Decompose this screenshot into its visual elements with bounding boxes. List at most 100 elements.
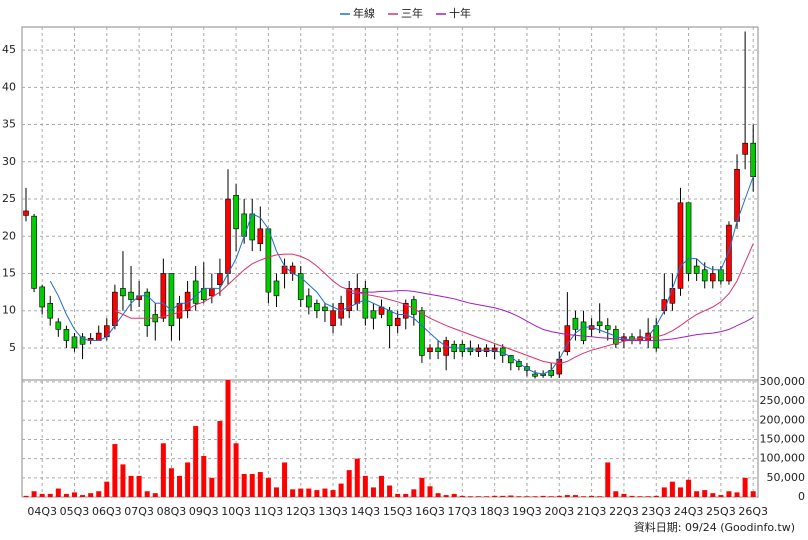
volume-bar [710, 493, 716, 497]
volume-bar [39, 493, 45, 497]
y-tick-label: 40 [2, 80, 16, 93]
y2-tick-label: 250,000 [760, 394, 806, 407]
x-tick-label: 18Q3 [480, 505, 510, 518]
volume-bar [613, 491, 619, 497]
volume-bar [621, 493, 627, 497]
x-tick-label: 26Q3 [738, 505, 768, 518]
candle-body [71, 336, 78, 349]
volume-bar [637, 496, 643, 497]
candle-body [742, 142, 748, 155]
x-tick-label: 22Q3 [609, 505, 639, 518]
volume-bar [686, 479, 692, 497]
volume-bar [217, 421, 223, 497]
x-tick-label: 24Q3 [674, 505, 704, 518]
footer: 資料日期: 09/24 (Goodinfo.tw) [634, 520, 795, 534]
volume-bar [605, 462, 611, 497]
x-tick-label: 11Q3 [254, 505, 284, 518]
candle-body [411, 299, 417, 315]
volume-bar [702, 490, 708, 497]
y2-tick-label: 150,000 [760, 432, 806, 445]
x-tick-label: 13Q3 [318, 505, 348, 518]
candle-body [273, 280, 280, 297]
volume-bar [419, 477, 425, 497]
volume-bar [677, 487, 683, 497]
x-tick-label: 20Q3 [544, 505, 574, 518]
candle-body [516, 361, 522, 367]
y-tick-label: 45 [2, 43, 16, 56]
candle-body [112, 291, 118, 326]
volume-bar [548, 496, 554, 497]
volume-bar [104, 481, 110, 497]
candle-body [718, 269, 724, 282]
candle-body [47, 302, 54, 319]
volume-bar [112, 444, 118, 497]
volume-bar [257, 472, 263, 497]
y2-tick-label: 100,000 [760, 452, 806, 465]
volume-bar [31, 491, 37, 497]
volume-bar [128, 475, 134, 497]
volume-bar [484, 496, 490, 497]
x-tick-label: 08Q3 [157, 505, 187, 518]
candle-body [168, 273, 175, 326]
candle-body [580, 321, 587, 341]
volume-bar [645, 496, 651, 497]
y-tick-label: 30 [2, 155, 16, 168]
candle-body [564, 325, 571, 353]
candle-body [596, 321, 603, 326]
plot-frame [21, 26, 759, 498]
volume-bar [201, 455, 207, 497]
x-tick-label: 10Q3 [221, 505, 251, 518]
candle-body [750, 142, 757, 177]
x-tick-label: 12Q3 [286, 505, 316, 518]
volume-bar [306, 488, 312, 497]
candle-body [677, 202, 684, 289]
x-tick-label: 04Q3 [27, 505, 57, 518]
volume-bar [55, 488, 61, 497]
volume-bar [314, 490, 320, 497]
x-tick-label: 05Q3 [60, 505, 90, 518]
volume-bar [370, 487, 376, 497]
volume-bar [185, 462, 191, 497]
x-tick-label: 07Q3 [124, 505, 154, 518]
candle-body [31, 215, 37, 289]
volume-bar [726, 491, 732, 497]
volume-bar [379, 475, 385, 497]
candle-body [217, 273, 223, 285]
volume-bar [120, 464, 126, 497]
volume-bar [427, 486, 433, 497]
candle-body [297, 273, 304, 300]
volume-bar [669, 481, 675, 497]
volume-bar [47, 493, 53, 497]
volume-bar [564, 495, 570, 497]
volume-bar [23, 495, 29, 497]
candle-body [354, 288, 361, 304]
candle-body [209, 288, 215, 297]
volume-bar [362, 475, 368, 497]
volume-bar [451, 493, 457, 497]
volume-bar [395, 493, 401, 497]
x-tick-label: 19Q3 [512, 505, 542, 518]
candle-body [346, 288, 353, 312]
y2-tick-label: 50,000 [767, 471, 806, 484]
volume-bar [492, 495, 498, 497]
y-tick-label: 35 [2, 118, 16, 131]
candle-body [23, 210, 29, 216]
volume-bar [177, 475, 183, 497]
ma-line [114, 243, 754, 365]
candle-body [265, 228, 272, 293]
volume-bar [572, 495, 578, 497]
volume-bar [330, 490, 336, 497]
volume-bar [233, 443, 239, 497]
volume-bar [742, 477, 748, 497]
volume-bar [734, 492, 740, 497]
volume-bar [136, 475, 142, 497]
volume-bar [540, 495, 546, 497]
volume-bar [63, 493, 69, 497]
candle-body [685, 202, 692, 274]
candle-body [370, 310, 377, 319]
candle-body [314, 302, 320, 312]
volume-bar [661, 487, 667, 497]
volume-bar [467, 496, 473, 497]
candle-body [55, 321, 62, 330]
volume-bar [354, 458, 360, 497]
